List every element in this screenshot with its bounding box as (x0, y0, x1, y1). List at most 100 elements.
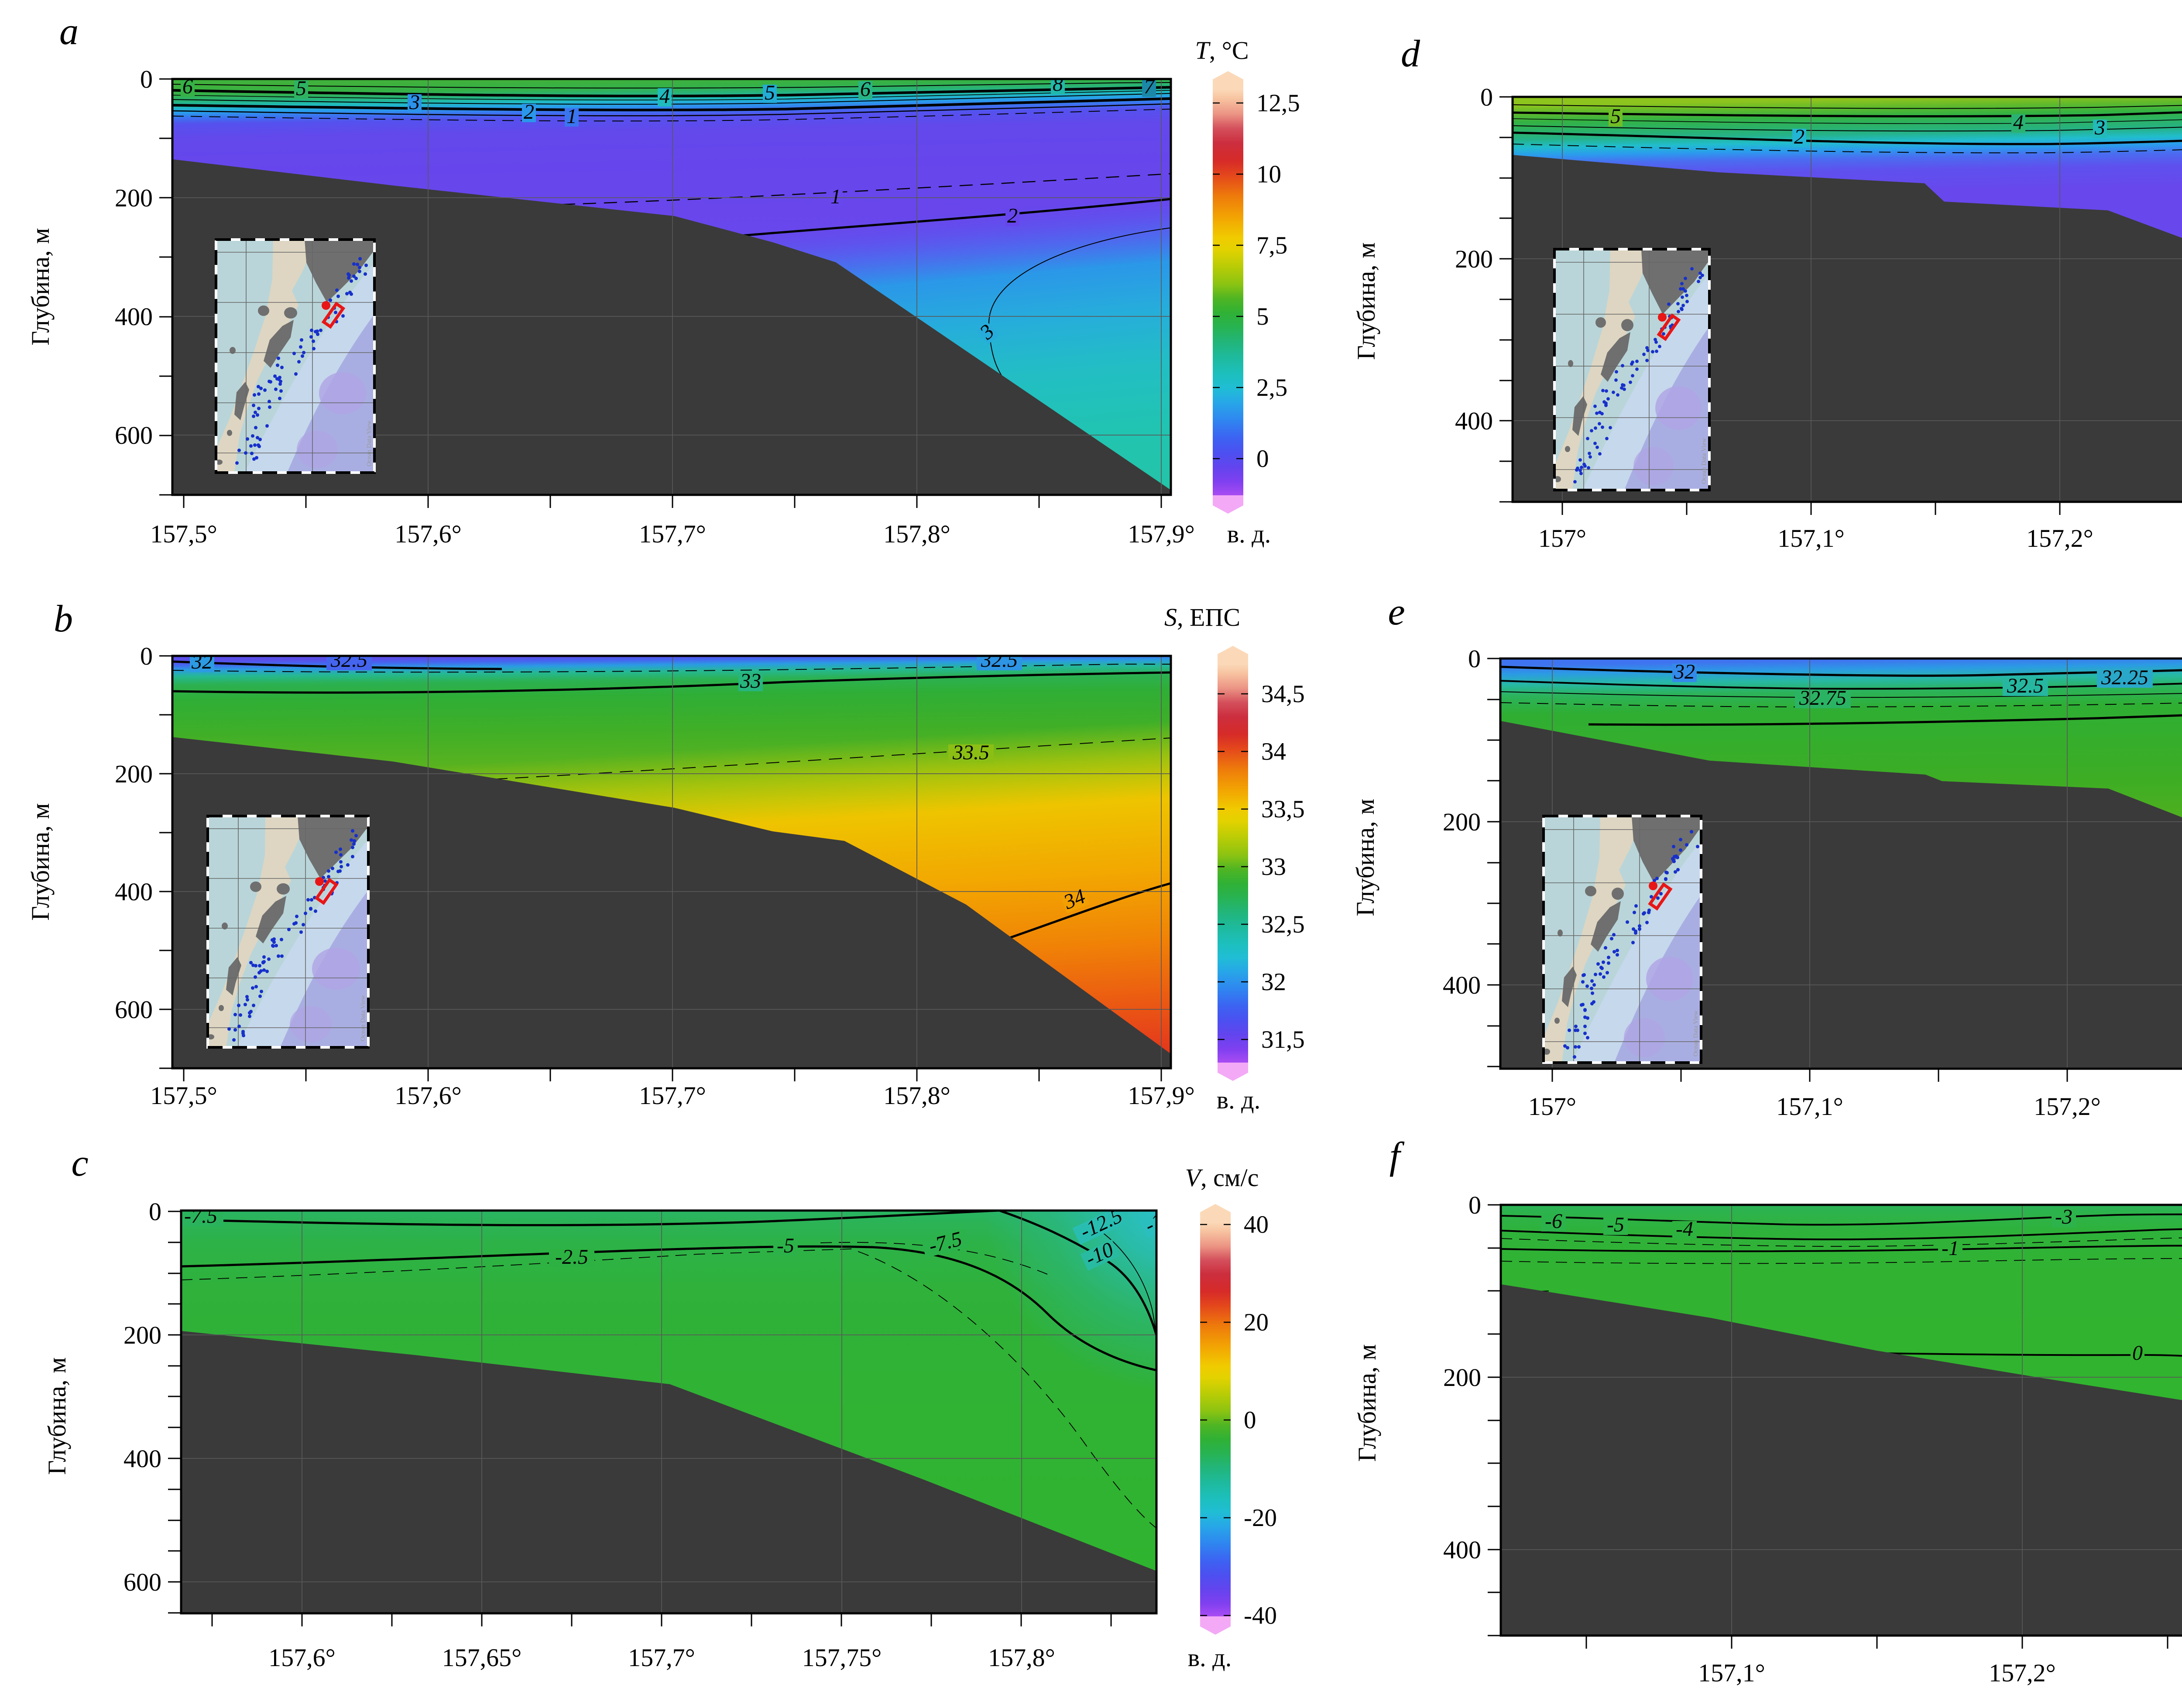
svg-text:V, см/с: V, см/с (1185, 1163, 1259, 1192)
svg-text:157,5°: 157,5° (150, 1081, 217, 1110)
svg-text:-6: -6 (1545, 1210, 1562, 1233)
svg-text:400: 400 (1443, 1536, 1481, 1564)
svg-text:2: 2 (1007, 204, 1018, 227)
svg-text:5: 5 (1256, 303, 1269, 330)
svg-text:200: 200 (115, 184, 153, 212)
svg-text:1: 1 (830, 185, 841, 208)
svg-text:157,1°: 157,1° (1777, 524, 1845, 552)
svg-text:Глубина, м: Глубина, м (1353, 1344, 1381, 1461)
svg-text:-5: -5 (777, 1234, 794, 1257)
svg-text:34,5: 34,5 (1261, 680, 1305, 708)
svg-text:200: 200 (1443, 808, 1481, 836)
svg-text:-20: -20 (1244, 1504, 1277, 1532)
svg-text:32.75: 32.75 (1799, 686, 1846, 710)
svg-text:0: 0 (1468, 645, 1481, 673)
svg-text:33: 33 (1261, 853, 1286, 881)
svg-text:157,7°: 157,7° (639, 520, 706, 548)
svg-text:в. д.: в. д. (1227, 520, 1271, 548)
svg-text:a: a (59, 10, 79, 53)
svg-text:c: c (71, 1142, 88, 1184)
svg-text:157,6°: 157,6° (268, 1643, 336, 1672)
svg-text:157,2°: 157,2° (2034, 1092, 2101, 1121)
svg-text:34: 34 (1261, 738, 1286, 765)
svg-text:d: d (1401, 33, 1420, 75)
svg-text:Глубина, м: Глубина, м (26, 228, 55, 345)
svg-text:32.5: 32.5 (2007, 674, 2044, 697)
svg-text:e: e (1388, 591, 1405, 633)
svg-text:0: 0 (140, 65, 153, 93)
svg-text:600: 600 (115, 995, 153, 1024)
svg-text:4: 4 (659, 85, 670, 108)
svg-text:33: 33 (740, 669, 761, 693)
svg-text:-4: -4 (1676, 1218, 1693, 1241)
svg-text:6: 6 (860, 78, 871, 101)
svg-text:32.25: 32.25 (2101, 666, 2148, 689)
svg-text:157,8°: 157,8° (988, 1643, 1055, 1672)
svg-text:b: b (54, 598, 73, 640)
svg-text:0: 0 (2132, 1341, 2143, 1365)
svg-text:400: 400 (1455, 407, 1493, 435)
svg-text:Глубина, м: Глубина, м (1351, 799, 1379, 916)
svg-text:2,5: 2,5 (1256, 374, 1287, 401)
svg-text:157°: 157° (1538, 524, 1586, 552)
svg-text:0: 0 (1468, 1191, 1481, 1219)
svg-text:157,75°: 157,75° (802, 1643, 882, 1672)
svg-text:в. д.: в. д. (1217, 1086, 1260, 1114)
svg-text:12,5: 12,5 (1256, 89, 1300, 117)
svg-text:10: 10 (1256, 161, 1281, 188)
svg-text:Глубина, м: Глубина, м (1352, 242, 1380, 360)
svg-text:400: 400 (115, 878, 153, 906)
svg-text:20: 20 (1244, 1309, 1269, 1336)
svg-text:157,6°: 157,6° (395, 520, 462, 548)
svg-text:3: 3 (409, 91, 420, 114)
svg-text:400: 400 (115, 302, 153, 331)
svg-text:200: 200 (124, 1321, 161, 1349)
svg-text:157,2°: 157,2° (1989, 1659, 2056, 1687)
svg-text:157,8°: 157,8° (883, 520, 950, 548)
svg-text:3: 3 (2094, 116, 2105, 139)
svg-text:-3: -3 (2055, 1205, 2072, 1228)
svg-text:S, ЕПС: S, ЕПС (1164, 603, 1240, 631)
svg-text:0: 0 (1244, 1406, 1256, 1434)
svg-text:8: 8 (1053, 72, 1063, 96)
svg-text:157,8°: 157,8° (883, 1081, 950, 1110)
svg-text:-7.5: -7.5 (184, 1204, 217, 1228)
svg-text:400: 400 (124, 1444, 161, 1473)
svg-text:32: 32 (1674, 660, 1695, 683)
svg-text:32.5: 32.5 (981, 648, 1018, 672)
svg-text:Глубина, м: Глубина, м (43, 1357, 71, 1475)
svg-text:200: 200 (1443, 1363, 1481, 1392)
svg-text:5: 5 (296, 77, 306, 100)
svg-text:5: 5 (1610, 105, 1621, 128)
svg-text:33,5: 33,5 (1261, 796, 1305, 823)
svg-text:T, °C: T, °C (1195, 36, 1249, 65)
svg-text:1: 1 (566, 105, 577, 128)
svg-text:-2.5: -2.5 (555, 1245, 588, 1269)
svg-text:в. д.: в. д. (1188, 1643, 1232, 1672)
svg-text:157,1°: 157,1° (1776, 1092, 1843, 1121)
svg-text:32: 32 (1261, 968, 1286, 996)
svg-text:157,7°: 157,7° (628, 1643, 695, 1672)
svg-text:0: 0 (149, 1197, 161, 1226)
svg-text:157°: 157° (1528, 1092, 1576, 1121)
svg-text:-5: -5 (1607, 1213, 1624, 1236)
svg-text:0: 0 (1256, 445, 1269, 473)
svg-text:157,7°: 157,7° (639, 1081, 706, 1110)
svg-text:Ocean Data View: Ocean Data View (1692, 1010, 1699, 1056)
svg-text:4: 4 (2013, 111, 2024, 134)
svg-text:40: 40 (1244, 1211, 1269, 1238)
svg-text:600: 600 (115, 421, 153, 449)
svg-text:7,5: 7,5 (1256, 232, 1287, 259)
svg-text:157,5°: 157,5° (150, 520, 217, 548)
svg-text:157,1°: 157,1° (1698, 1659, 1765, 1687)
svg-text:400: 400 (1443, 971, 1481, 999)
svg-text:31,5: 31,5 (1261, 1026, 1305, 1053)
svg-text:2: 2 (524, 100, 534, 123)
svg-text:Ocean Data View: Ocean Data View (1701, 438, 1708, 484)
svg-text:32: 32 (191, 650, 213, 673)
svg-text:157,65°: 157,65° (442, 1643, 522, 1672)
svg-text:5: 5 (765, 81, 775, 104)
svg-text:200: 200 (115, 760, 153, 788)
svg-text:32.5: 32.5 (330, 648, 367, 672)
svg-text:-40: -40 (1244, 1602, 1277, 1629)
